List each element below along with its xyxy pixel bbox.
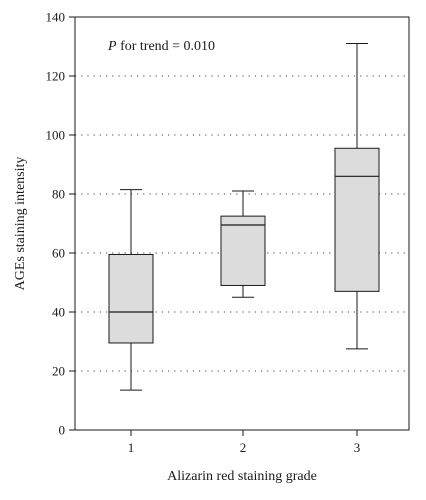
y-tick-label: 0	[59, 423, 66, 438]
y-tick-label: 60	[52, 246, 65, 261]
y-tick-label: 120	[46, 69, 66, 84]
iqr-box	[220, 215, 266, 286]
box-group-2	[220, 190, 266, 298]
x-tick-label: 1	[128, 440, 135, 455]
p-trend-text: for trend = 0.010	[117, 39, 216, 54]
y-tick-label: 80	[52, 187, 65, 202]
y-tick-label: 100	[46, 128, 66, 143]
tick-layer: 0 20 40 60 80 100 120 140 1 2 3	[46, 10, 361, 456]
x-tick-label: 2	[240, 440, 247, 455]
x-tick-label: 3	[354, 440, 361, 455]
y-tick-label: 140	[46, 10, 66, 25]
p-symbol: P	[107, 39, 117, 54]
y-axis-title: AGEs staining intensity	[13, 157, 28, 291]
iqr-box	[108, 253, 154, 344]
p-trend-annotation: P for trend = 0.010	[107, 39, 215, 54]
iqr-box	[334, 147, 380, 292]
y-tick-label: 20	[52, 364, 65, 379]
plot-frame	[74, 16, 410, 431]
box-layer	[108, 43, 380, 391]
x-axis-title: Alizarin red staining grade	[167, 469, 317, 484]
y-tick-label: 40	[52, 305, 65, 320]
box-group-3	[334, 43, 380, 350]
box-group-1	[108, 189, 154, 391]
